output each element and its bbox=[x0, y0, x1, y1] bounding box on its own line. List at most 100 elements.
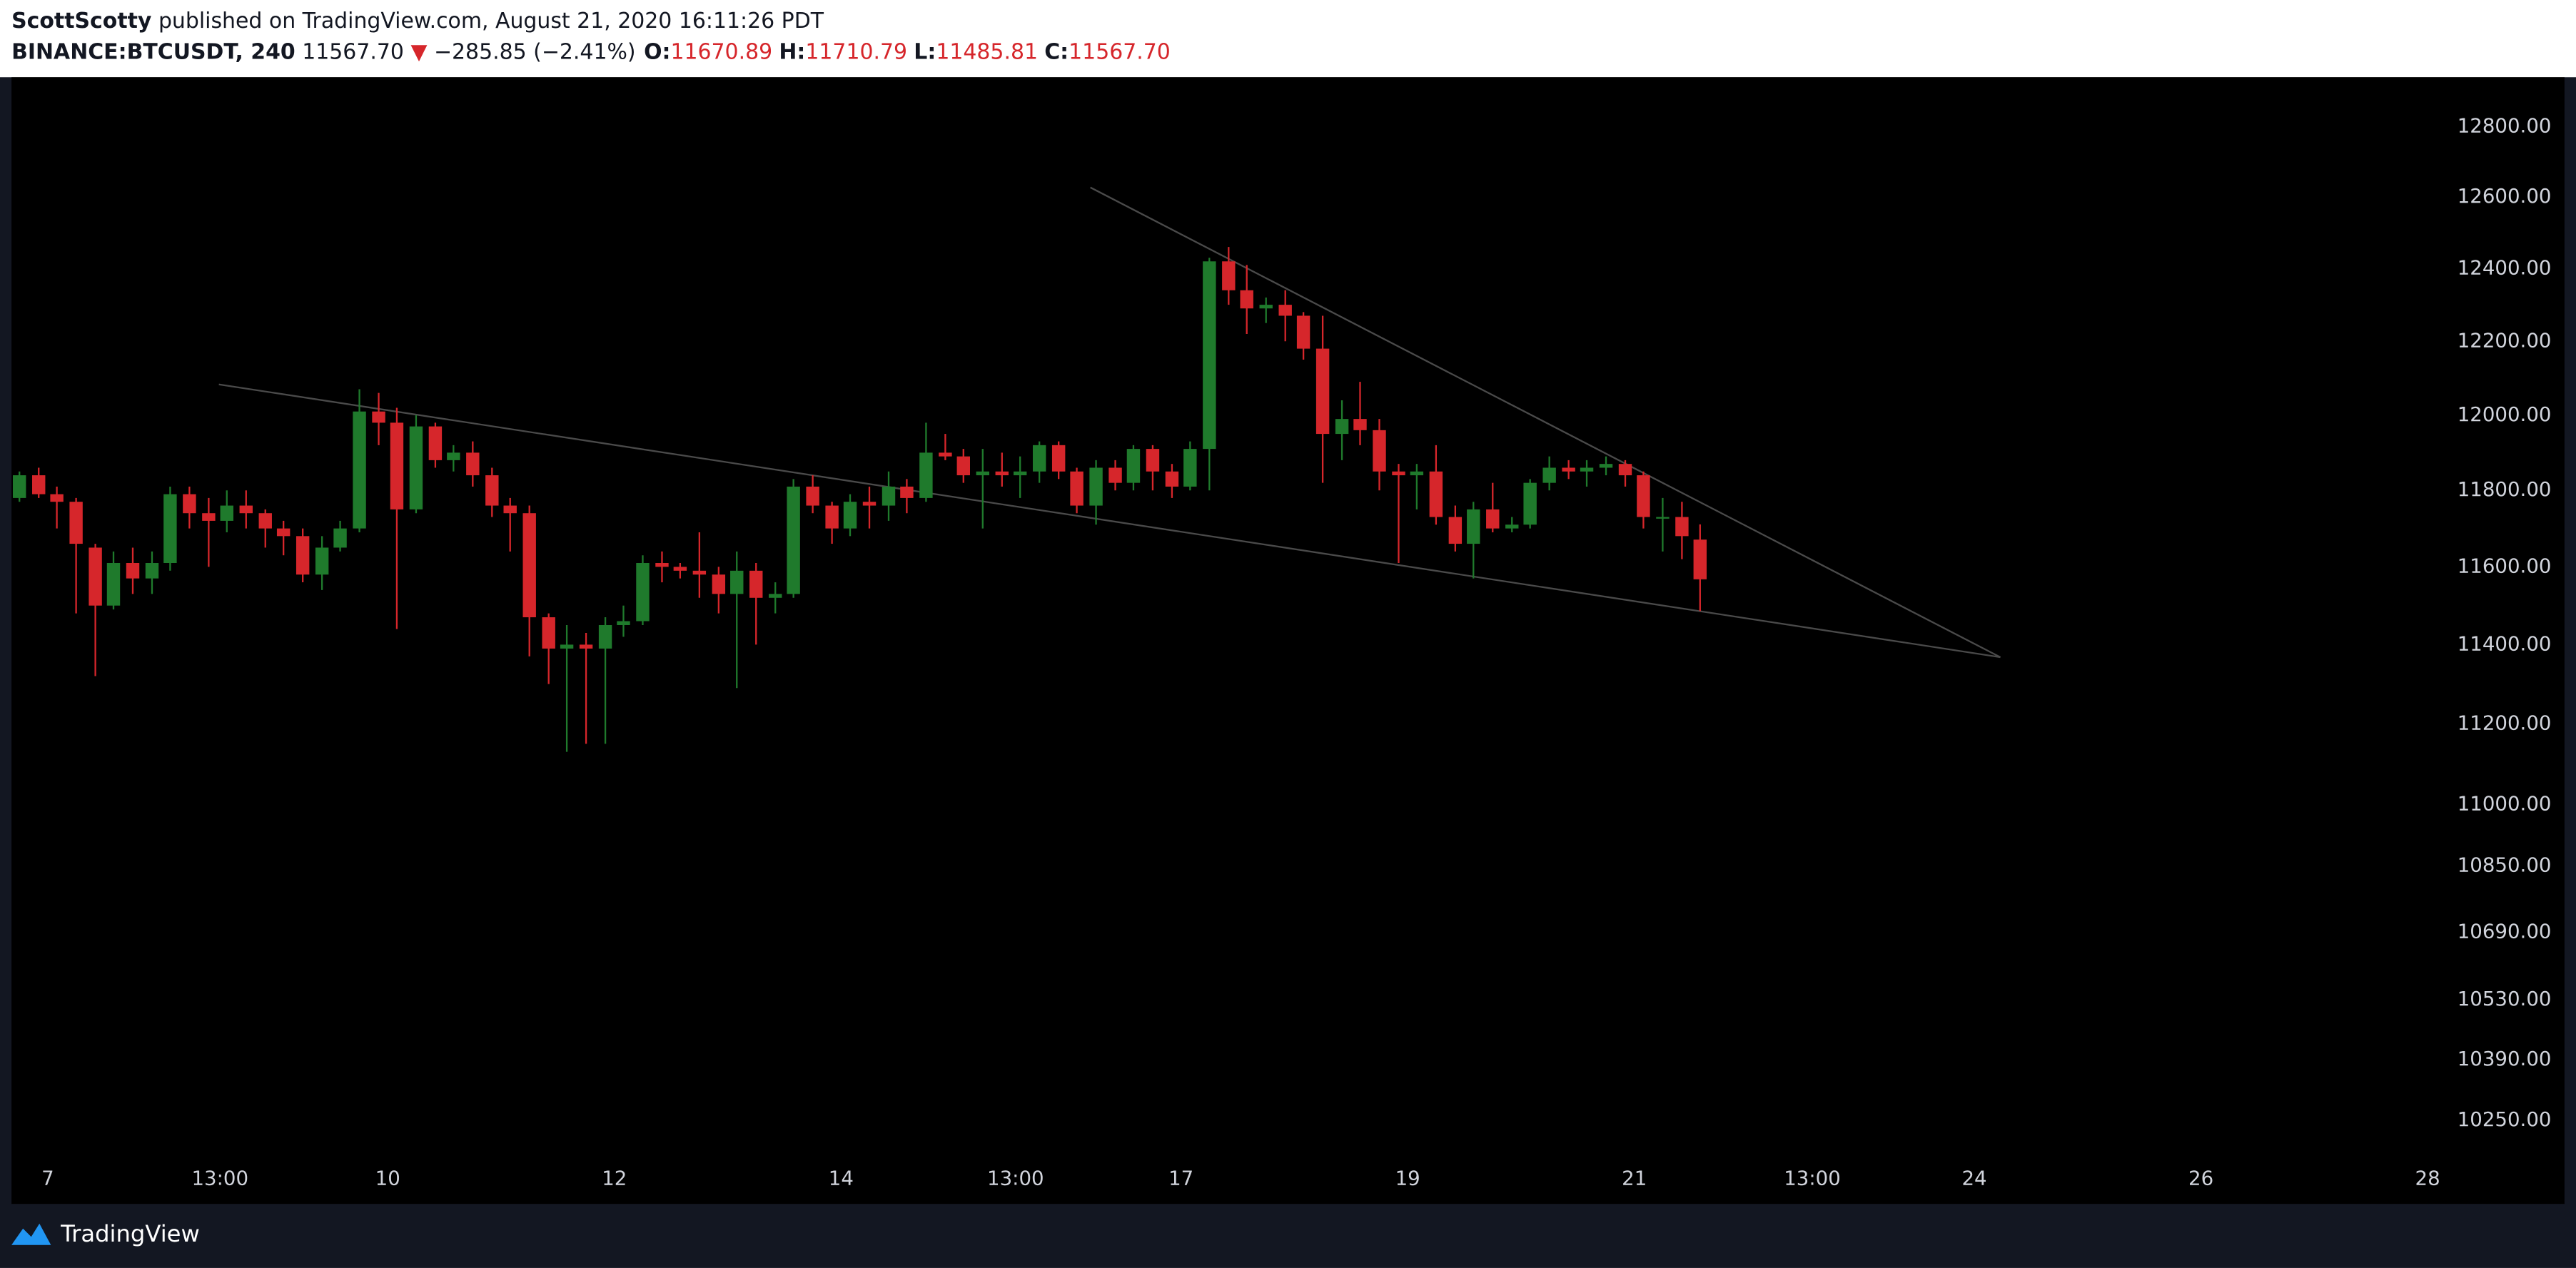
candle-body bbox=[825, 505, 839, 529]
ohlc-label: H: bbox=[779, 39, 805, 64]
candle-body bbox=[1675, 517, 1689, 537]
candle-body bbox=[503, 505, 517, 514]
x-tick-label: 13:00 bbox=[987, 1167, 1044, 1190]
candle-body bbox=[1486, 509, 1500, 529]
candle-body bbox=[428, 426, 443, 460]
y-tick-label: 11800.00 bbox=[2458, 477, 2552, 501]
candle-body bbox=[163, 494, 177, 564]
candle-body bbox=[13, 475, 26, 498]
brand: TradingView bbox=[60, 1220, 200, 1247]
candle-body bbox=[1542, 467, 1556, 483]
symbol: BINANCE:BTCUSDT, 240 bbox=[11, 39, 296, 64]
y-tick-label: 11400.00 bbox=[2458, 632, 2552, 655]
x-tick-label: 24 bbox=[1961, 1167, 1986, 1190]
candle-body bbox=[239, 505, 253, 514]
candle-body bbox=[1693, 539, 1707, 579]
candle-body bbox=[1278, 305, 1292, 316]
candle-body bbox=[787, 486, 800, 594]
x-tick-label: 13:00 bbox=[191, 1167, 248, 1190]
trendline bbox=[218, 383, 2001, 659]
candle-body bbox=[1656, 517, 1670, 519]
candle-body bbox=[730, 570, 744, 594]
candle-body bbox=[485, 475, 499, 506]
y-tick-label: 12600.00 bbox=[2458, 184, 2552, 208]
candle-body bbox=[1505, 524, 1519, 529]
change-arrow: ▼ bbox=[410, 39, 427, 64]
x-tick-label: 28 bbox=[2415, 1167, 2440, 1190]
candle-body bbox=[1392, 471, 1405, 476]
candle-body bbox=[655, 563, 669, 567]
x-tick-label: 10 bbox=[375, 1167, 400, 1190]
published: published on TradingView.com, August 21,… bbox=[158, 8, 824, 33]
y-tick-label: 11000.00 bbox=[2458, 791, 2552, 815]
x-tick-label: 19 bbox=[1395, 1167, 1420, 1190]
candle-body bbox=[145, 563, 159, 579]
y-tick-label: 10690.00 bbox=[2458, 919, 2552, 943]
y-tick-label: 12800.00 bbox=[2458, 113, 2552, 137]
candle-body bbox=[1637, 475, 1650, 517]
logo bbox=[11, 1223, 51, 1245]
candle-body bbox=[1013, 471, 1027, 476]
candle-body bbox=[1429, 471, 1443, 517]
candle-body bbox=[1410, 471, 1424, 476]
candle-body bbox=[447, 452, 460, 460]
candle-body bbox=[409, 426, 423, 509]
candle-body bbox=[296, 536, 310, 575]
ohlc-label: C: bbox=[1044, 39, 1069, 64]
logo-mark bbox=[11, 1223, 51, 1245]
last-price: 11567.70 bbox=[302, 39, 404, 64]
candle-body bbox=[32, 475, 46, 494]
candle-body bbox=[1222, 261, 1236, 290]
candle-body bbox=[1373, 430, 1386, 472]
candle-body bbox=[50, 494, 64, 502]
candle-body bbox=[126, 563, 140, 579]
y-tick-label: 10250.00 bbox=[2458, 1107, 2552, 1131]
y-tick-label: 10530.00 bbox=[2458, 987, 2552, 1010]
candle-body bbox=[956, 456, 971, 476]
candle-body bbox=[1203, 261, 1216, 450]
candle-body bbox=[692, 570, 707, 575]
candle-body bbox=[1032, 445, 1046, 472]
candle-body bbox=[1070, 471, 1084, 506]
candle-body bbox=[995, 471, 1009, 476]
candle-body bbox=[1146, 449, 1160, 472]
candle-body bbox=[862, 502, 877, 506]
ohlc-value: 11485.81 bbox=[936, 39, 1038, 64]
candle-body bbox=[900, 486, 914, 498]
change: −285.85 (−2.41%) bbox=[434, 39, 636, 64]
candle-body bbox=[617, 621, 630, 625]
candle-body bbox=[1599, 464, 1613, 468]
candle-body bbox=[276, 528, 291, 537]
candle-body bbox=[882, 486, 896, 506]
ohlc-value: 11710.79 bbox=[805, 39, 907, 64]
candle-body bbox=[1353, 419, 1367, 430]
candle-body bbox=[183, 494, 196, 514]
candle-body bbox=[1335, 419, 1349, 435]
trendline bbox=[1090, 186, 2001, 659]
candle-body bbox=[560, 644, 574, 649]
x-tick-label: 7 bbox=[41, 1167, 54, 1190]
candle-body bbox=[522, 513, 536, 618]
candle-body bbox=[315, 547, 329, 575]
y-tick-label: 10850.00 bbox=[2458, 853, 2552, 876]
x-tick-label: 21 bbox=[1622, 1167, 1647, 1190]
candle-body bbox=[976, 471, 989, 476]
header-bg bbox=[0, 0, 2576, 78]
candle-body bbox=[69, 502, 83, 544]
y-tick-label: 12200.00 bbox=[2458, 328, 2552, 352]
candle-body bbox=[220, 505, 233, 521]
ohlc-label: L: bbox=[914, 39, 936, 64]
x-tick-label: 26 bbox=[2188, 1167, 2213, 1190]
candle-body bbox=[542, 617, 555, 649]
y-tick-label: 11600.00 bbox=[2458, 554, 2552, 577]
candle-body bbox=[749, 570, 763, 598]
candle-body bbox=[1580, 467, 1594, 472]
candle-body bbox=[1240, 290, 1253, 309]
candle-body bbox=[1562, 467, 1575, 472]
candle-body bbox=[769, 594, 782, 598]
candle-body bbox=[673, 567, 687, 571]
ohlc-value: 11567.70 bbox=[1069, 39, 1171, 64]
candle-body bbox=[939, 452, 952, 457]
